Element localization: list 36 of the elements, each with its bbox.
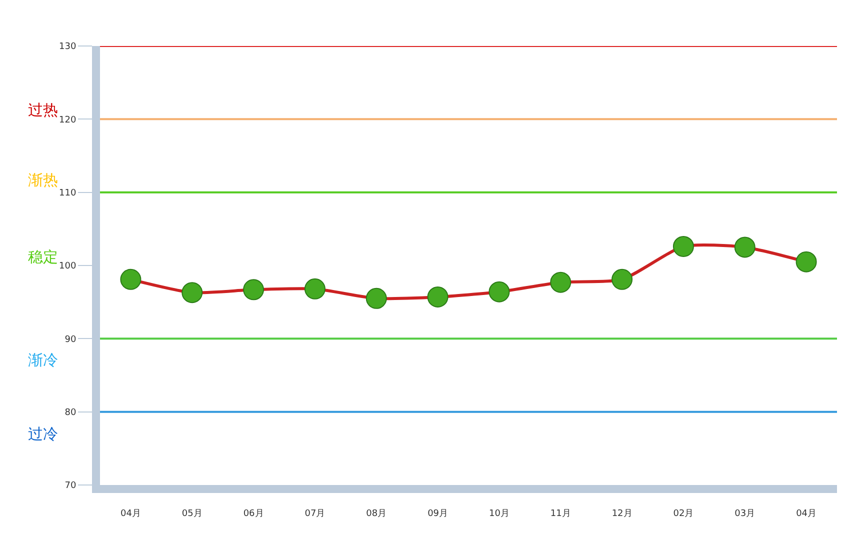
y-tick-label: 130: [59, 42, 76, 52]
point: [672, 236, 694, 257]
x-tick-label: 03月: [734, 508, 756, 519]
text: 过冷: [28, 425, 58, 443]
x-tick-label: 02月: [673, 508, 694, 519]
x-tick-label: 09月: [428, 508, 448, 519]
x-tick-label: 07月: [304, 508, 326, 519]
point: [366, 288, 387, 309]
x-tick-label: 06月: [243, 508, 264, 519]
point: [182, 282, 203, 304]
y-tick-label: 110: [59, 188, 76, 198]
y-tick-label: 90: [64, 334, 76, 345]
point: [734, 236, 756, 258]
point: [488, 281, 510, 302]
text: 渐热: [28, 171, 58, 189]
x-tick-label: 04月: [796, 508, 817, 519]
text: 过热: [28, 101, 58, 119]
point: [550, 272, 572, 293]
y-tick-label: 120: [59, 115, 76, 126]
text: 稳定: [28, 248, 58, 266]
x-tick-label: 08月: [366, 508, 387, 519]
y-tick-label: 70: [64, 481, 76, 492]
y-tick-label: 100: [59, 262, 76, 272]
x-tick-label: 05月: [182, 508, 202, 519]
y-tick-label: 80: [64, 408, 76, 418]
point: [120, 268, 142, 290]
x-tick-label: 10月: [488, 508, 510, 519]
x-tick-label: 12月: [612, 508, 632, 519]
point: [612, 268, 633, 290]
point: [304, 278, 326, 300]
point: [427, 286, 448, 308]
point: [243, 279, 264, 300]
x-tick-label: 04月: [120, 508, 141, 519]
x-tick-label: 11月: [550, 508, 571, 519]
text: 渐冷: [28, 351, 58, 369]
point: [796, 251, 817, 272]
